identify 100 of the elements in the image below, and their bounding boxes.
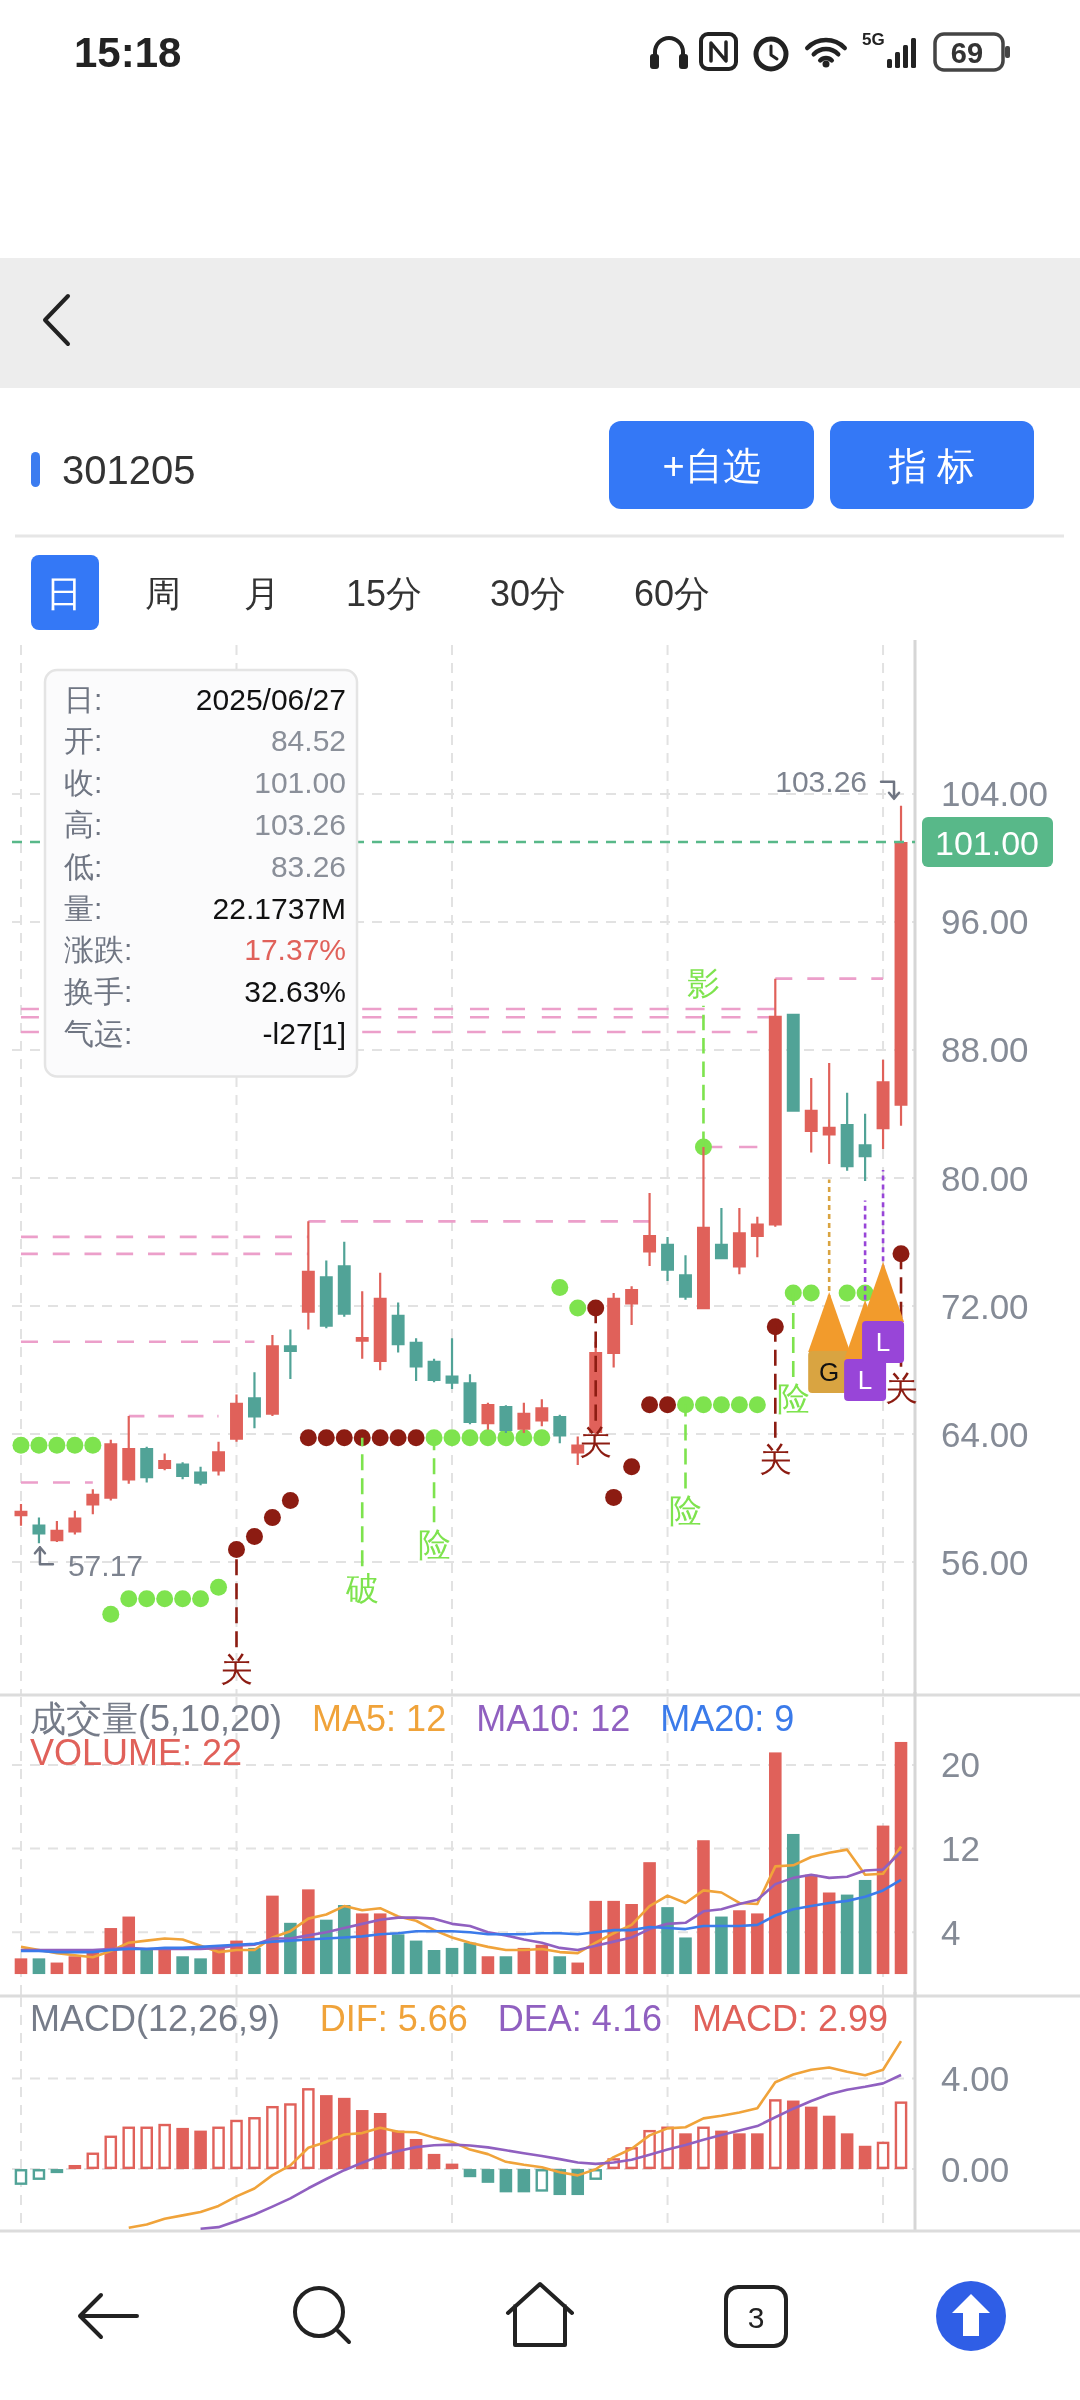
annotation: 破 [344,1569,379,1607]
candlestick [535,1399,549,1427]
y-tick-label: 56.00 [941,1542,1029,1582]
text: 15:18 [74,28,182,76]
y-tick-label: 4 [941,1912,961,1952]
point [84,1436,102,1454]
annotation: 日: [64,682,103,716]
bar [858,1879,872,1975]
text: DIF: 5.66 [319,1997,468,2039]
ref-line-label: 101.00 [935,823,1039,862]
point [228,1540,245,1558]
bar [733,1910,746,1975]
text: 3 [747,2300,765,2334]
bar [679,2133,692,2170]
bar [266,2105,279,2170]
point [317,1429,335,1447]
annotation: 84.52 [270,724,346,758]
bar [104,2135,118,2170]
bar [158,2123,171,2170]
point [659,1396,677,1414]
point [30,1436,48,1454]
bar [302,2088,315,2170]
annotation: 17.37% [244,933,346,967]
data-label: L [857,1364,873,1395]
point [210,1578,228,1596]
point [461,1429,479,1447]
point [263,1509,281,1527]
annotation: 影 [686,965,720,1003]
bar [517,2169,531,2193]
candlestick [679,1255,692,1300]
bar [751,1913,764,1975]
bar [32,1958,46,1975]
bar [769,2099,782,2170]
bar [481,2169,495,2183]
bar [715,2130,728,2170]
bar [230,2119,243,2170]
bar [463,2169,477,2178]
bar [553,1956,567,1975]
annotation: 83.26 [270,849,346,883]
y-tick-label: 72.00 [941,1286,1029,1326]
bar [463,1942,477,1975]
text: 15分 [345,572,423,614]
bar [840,2133,854,2170]
annotation: 101.00 [254,766,346,800]
bar [571,1962,585,1975]
annotation: 量: [64,891,103,925]
annotation: 收: [64,766,103,800]
point [102,1605,120,1623]
y-tick-label: 4.00 [941,2059,1010,2099]
bar [499,2169,513,2193]
point [335,1429,353,1447]
annotation: 险 [776,1380,810,1418]
text: +自选 [662,445,761,487]
point [712,1396,730,1414]
point [425,1429,443,1447]
annotation: 22.1737M [212,891,346,925]
point [515,1429,533,1447]
point [138,1590,156,1608]
bar [697,1840,710,1975]
legend-title: MACD(12,26,9) [30,1997,281,2039]
annotation: 57.17 [67,1548,144,1582]
annotation: 换手: [64,975,133,1009]
point [748,1396,766,1414]
bar [427,1950,441,1975]
annotation: 高: [64,807,103,841]
text: DEA: 4.16 [497,1997,662,2039]
bar [786,1833,800,1975]
text: MA10: 12 [476,1697,631,1739]
point [694,1396,712,1414]
series-label: MACD: 2.99 [691,1997,888,2039]
candlestick [247,1372,261,1429]
annotation: 2025/06/27 [195,682,346,716]
point [892,1245,910,1263]
bar [858,2145,872,2170]
bar [248,1947,261,1975]
annotation: 103.26 [254,807,346,841]
annotation: 气运: [64,1016,133,1050]
bar [68,1956,82,1975]
y-tick-label: 20 [941,1745,980,1785]
bar [894,1741,908,1975]
bar [499,1956,513,1975]
bar [302,1889,315,1975]
bar [751,2133,764,2170]
y-tick-label: 104.00 [941,774,1049,814]
point [443,1429,461,1447]
line-series [127,2039,903,2230]
text: 60分 [633,572,711,614]
point [479,1429,497,1447]
point [623,1458,641,1476]
point [192,1590,210,1608]
bar [535,2169,549,2192]
annotation: 险 [669,1491,702,1529]
point [551,1279,569,1297]
annotation: 关 [220,1650,253,1688]
point [641,1396,659,1414]
bar [427,2153,441,2170]
bar [840,1894,854,1975]
bar [355,2110,369,2170]
bar [212,2126,225,2170]
annotation: 险 [417,1525,451,1563]
